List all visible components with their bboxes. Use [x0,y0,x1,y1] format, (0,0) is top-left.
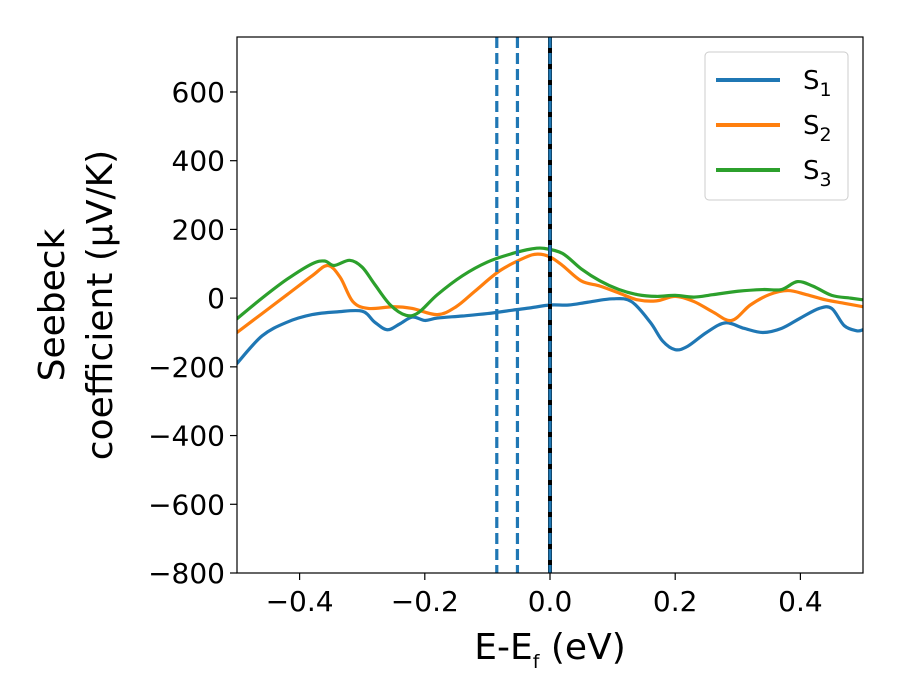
x-axis-ticks: −0.4 −0.2 0.0 0.2 0.4 [266,573,823,618]
y-axis-label-line1: Seebeck [32,228,73,381]
legend-label-s2: S2 [803,111,832,146]
x-tick-label: 0.4 [778,585,823,618]
series-line-s2 [237,252,863,335]
reference-lines [495,37,552,573]
series-layer [237,246,863,366]
y-tick-label: −400 [148,420,225,453]
y-axis-label-line2: coefficient (μV/K) [80,150,121,460]
y-tick-label: 200 [172,213,225,246]
series-line-s1 [237,297,863,366]
x-tick-label: 0.2 [653,585,698,618]
y-tick-label: 400 [172,145,225,178]
legend-label-s1: S1 [803,66,832,101]
legend-label-s3: S3 [803,156,832,191]
series-line-s3 [237,246,863,321]
x-tick-label: −0.4 [266,585,334,618]
y-tick-label: −200 [148,351,225,384]
x-axis-label: E-Ef (eV) [474,627,626,673]
y-tick-label: 600 [172,76,225,109]
y-tick-label: −600 [148,488,225,521]
x-axis-label-sub: f [533,651,541,673]
x-tick-label: −0.2 [391,585,459,618]
legend: S1 S2 S3 [704,51,849,201]
y-axis-ticks: −800 −600 −400 −200 0 200 400 600 [148,76,237,590]
x-tick-label: 0.0 [528,585,573,618]
x-axis-label-main: E-E [474,627,532,668]
y-tick-label: −800 [148,557,225,590]
x-axis-label-unit: (eV) [539,627,625,668]
y-tick-label: 0 [207,282,225,315]
